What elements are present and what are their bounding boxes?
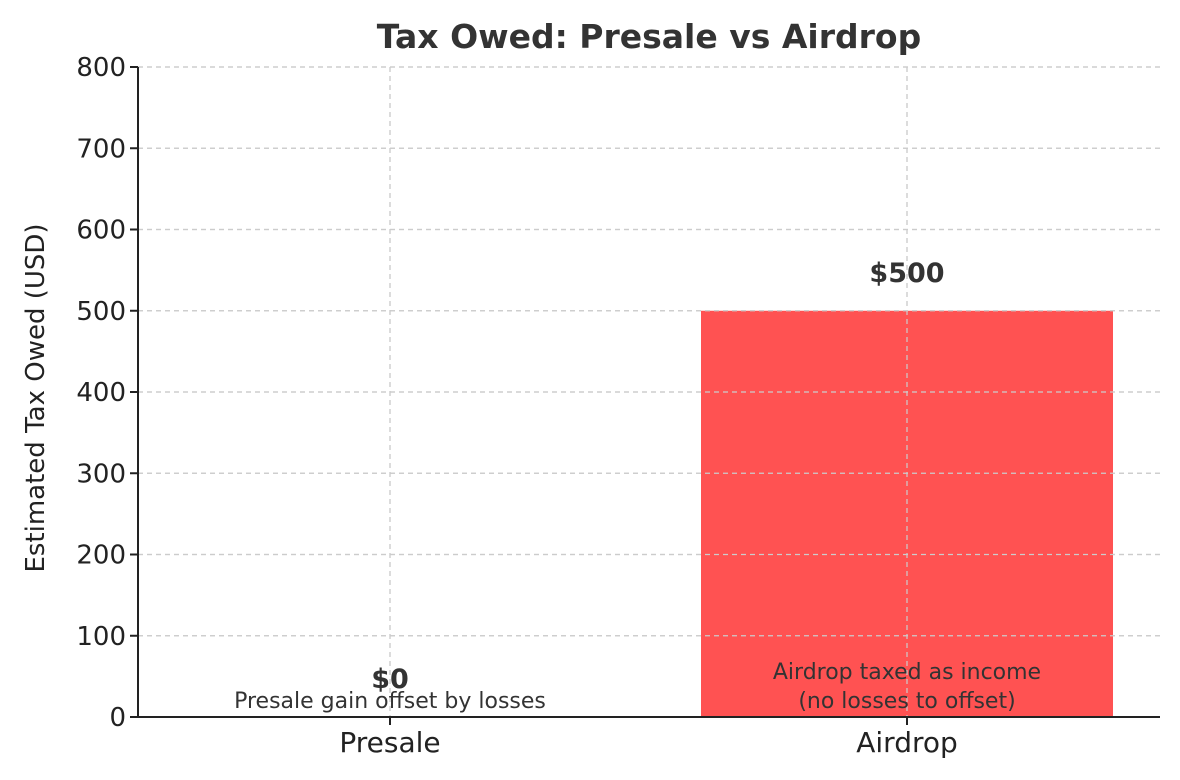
y-tick-label: 800 bbox=[76, 53, 126, 83]
y-tick-label: 100 bbox=[76, 622, 126, 652]
bars bbox=[138, 66, 1160, 717]
value-labels: $0 $500 bbox=[371, 258, 944, 695]
y-tick-label: 200 bbox=[76, 541, 126, 571]
y-axis-label: Estimated Tax Owed (USD) bbox=[21, 223, 51, 572]
bar-annotation: (no losses to offset) bbox=[798, 689, 1015, 714]
y-tick-label: 700 bbox=[76, 134, 126, 164]
y-ticks: 0 100 200 300 400 500 600 700 800 bbox=[76, 53, 138, 733]
value-label: $500 bbox=[869, 258, 944, 289]
bar-airdrop bbox=[701, 310, 1113, 717]
bar-annotation: Airdrop taxed as income bbox=[773, 660, 1041, 685]
x-tick-label: Presale bbox=[339, 726, 440, 759]
x-ticks: Presale Airdrop bbox=[339, 717, 958, 759]
y-tick-label: 500 bbox=[76, 297, 126, 327]
annotations: Presale gain offset by losses Airdrop tax… bbox=[234, 660, 1041, 714]
y-tick-label: 300 bbox=[76, 459, 126, 489]
y-tick-label: 0 bbox=[109, 703, 126, 733]
bar-annotation: Presale gain offset by losses bbox=[234, 689, 546, 714]
x-tick-label: Airdrop bbox=[856, 726, 958, 759]
y-tick-label: 400 bbox=[76, 378, 126, 408]
y-tick-label: 600 bbox=[76, 216, 126, 246]
chart-title: Tax Owed: Presale vs Airdrop bbox=[377, 17, 921, 56]
value-label: $0 bbox=[371, 664, 409, 695]
